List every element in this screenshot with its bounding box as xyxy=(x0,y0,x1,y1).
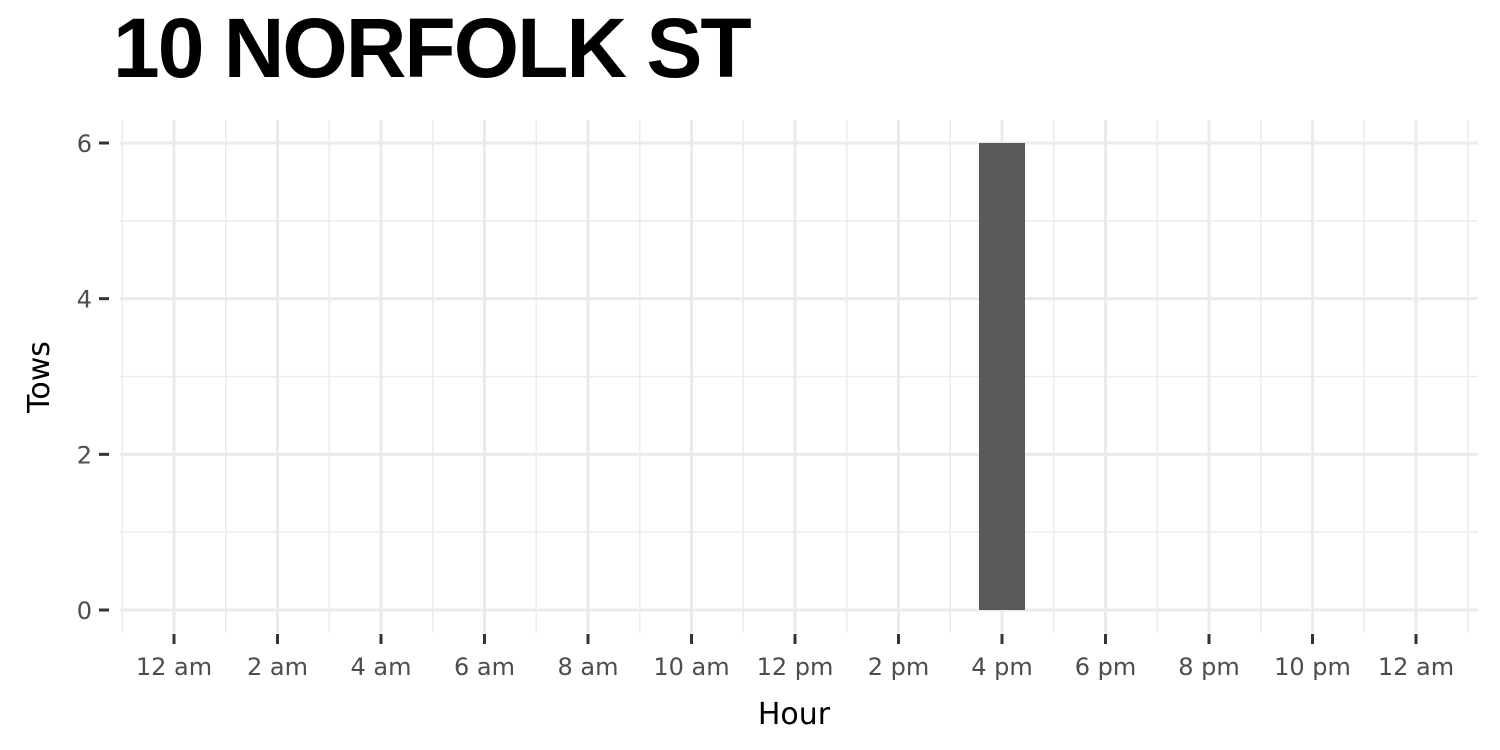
x-tick-label: 12 am xyxy=(1378,653,1454,681)
x-tick-label: 4 pm xyxy=(971,653,1033,681)
x-tick-label: 2 am xyxy=(247,653,308,681)
bars xyxy=(979,143,1025,610)
y-tick-label: 2 xyxy=(77,441,92,469)
x-tick-label: 8 pm xyxy=(1178,653,1240,681)
x-tick-label: 10 am xyxy=(653,653,729,681)
y-tick-label: 0 xyxy=(77,597,92,625)
x-tick-label: 2 pm xyxy=(868,653,930,681)
y-axis-title: Tows xyxy=(22,341,57,414)
gridlines xyxy=(120,120,1478,633)
bar xyxy=(979,143,1025,610)
x-tick-label: 6 pm xyxy=(1075,653,1137,681)
chart-title: 10 NORFOLK ST xyxy=(113,1,752,95)
x-tick-label: 6 am xyxy=(454,653,515,681)
y-tick-label: 4 xyxy=(77,286,92,314)
x-tick-label: 12 pm xyxy=(757,653,834,681)
axes: 12 am 2 am 4 am 6 am 8 am 10 am 12 pm 2 pm 4 pm 6… xyxy=(77,130,1454,681)
x-tick-label: 10 pm xyxy=(1274,653,1351,681)
x-axis-title: Hour xyxy=(758,697,831,732)
x-tick-label: 8 am xyxy=(558,653,619,681)
y-tick-label: 6 xyxy=(77,130,92,158)
x-tick-label: 4 am xyxy=(351,653,412,681)
x-tick-label: 12 am xyxy=(136,653,212,681)
